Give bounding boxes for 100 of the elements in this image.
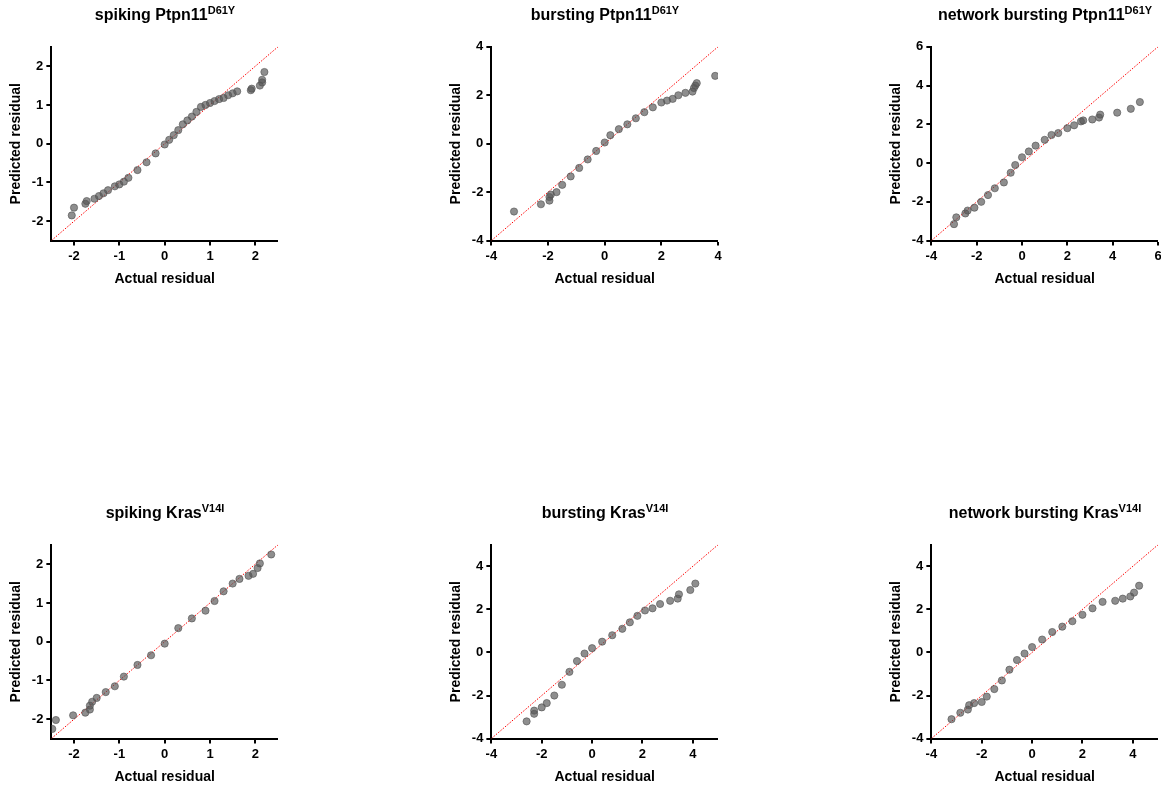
x-tick-label: -2 [975, 745, 988, 761]
point [147, 651, 156, 660]
point [1048, 628, 1057, 637]
point [552, 188, 561, 197]
point [674, 590, 683, 599]
point [151, 149, 160, 158]
chart-title: network bursting Kras$^{V14I}$ [947, 502, 1143, 523]
chart-title: spiking Kras$^{V14I}$ [104, 502, 226, 523]
point [583, 155, 592, 164]
x-tick-label: 2 [1063, 247, 1071, 263]
point [542, 699, 551, 708]
point [950, 220, 959, 229]
point [255, 559, 264, 568]
y-axis-title: Predicted residual [7, 581, 24, 703]
x-tick-label: 4 [689, 745, 698, 761]
point [201, 606, 210, 615]
y-tick-label: 4 [476, 38, 485, 54]
point [1126, 104, 1135, 113]
point [1118, 594, 1127, 603]
point [1130, 588, 1139, 597]
point [618, 624, 627, 633]
point [633, 611, 642, 620]
point [219, 587, 228, 596]
x-tick-label: -2 [970, 247, 983, 263]
y-tick-label: 2 [36, 57, 44, 73]
y-tick-label: 4 [916, 557, 925, 573]
y-tick-label: 0 [916, 154, 924, 170]
point [648, 604, 657, 613]
point [536, 200, 545, 209]
point [67, 211, 76, 220]
x-tick-label: -2 [535, 745, 548, 761]
point [210, 597, 219, 605]
point [1063, 124, 1072, 133]
point [1068, 617, 1077, 626]
y-axis-title: Predicted residual [887, 83, 904, 205]
x-tick-label: 0 [601, 247, 609, 263]
x-tick-label: -1 [113, 247, 126, 263]
y-tick-label: -2 [471, 687, 484, 703]
y-tick-label: 2 [916, 600, 924, 616]
y-tick-label: -4 [471, 232, 485, 248]
point [133, 166, 142, 175]
x-tick-label: 2 [657, 247, 665, 263]
point [657, 98, 666, 107]
x-tick-label: 4 [1109, 247, 1118, 263]
chart-title: bursting Ptpn11$^{D61Y}$ [529, 4, 681, 25]
point [656, 600, 665, 609]
point [623, 120, 632, 129]
point [267, 550, 276, 559]
point [174, 126, 183, 135]
point [1111, 596, 1120, 605]
point [104, 186, 113, 195]
point [565, 667, 574, 676]
point [947, 715, 956, 724]
point [142, 158, 151, 167]
x-tick-label: 1 [206, 745, 214, 761]
x-axis-title: Actual residual [994, 270, 1095, 287]
point [1054, 129, 1063, 138]
y-tick-label: -4 [911, 730, 925, 746]
point [598, 637, 607, 646]
point [982, 692, 991, 701]
x-tick-label: 1 [206, 247, 214, 263]
point [640, 108, 649, 117]
point [1113, 108, 1122, 117]
point [648, 103, 657, 112]
x-axis-title: Actual residual [554, 270, 655, 287]
chart-title: network bursting Ptpn11$^{D61Y}$ [936, 4, 1154, 25]
point [160, 639, 169, 648]
x-tick-label: 0 [588, 745, 596, 761]
point [192, 107, 201, 116]
y-tick-label: 0 [476, 644, 484, 660]
point [233, 87, 242, 96]
point [124, 173, 133, 182]
y-tick-label: 0 [476, 135, 484, 151]
x-tick-label: -2 [542, 247, 554, 263]
point [249, 569, 258, 578]
point [970, 699, 979, 708]
x-tick-label: 4 [714, 247, 723, 263]
point [1005, 665, 1014, 674]
point [674, 91, 683, 100]
point [558, 180, 567, 189]
y-tick-label: 2 [36, 555, 44, 571]
y-tick-label: -2 [31, 710, 44, 726]
y-tick-label: 2 [476, 600, 484, 616]
y-tick-label: -4 [471, 730, 485, 746]
point [1078, 610, 1087, 619]
point [970, 203, 979, 212]
point [1011, 161, 1020, 170]
point [592, 146, 601, 155]
y-axis-title: Predicted residual [447, 581, 464, 703]
point [187, 614, 196, 623]
point [711, 71, 718, 80]
x-tick-label: 0 [161, 247, 169, 263]
point [608, 631, 617, 640]
point [169, 131, 178, 140]
point [1020, 649, 1029, 658]
point [165, 135, 174, 144]
point [69, 711, 78, 720]
x-axis-title: Actual residual [114, 270, 215, 287]
point [1018, 153, 1027, 162]
point [580, 649, 589, 658]
